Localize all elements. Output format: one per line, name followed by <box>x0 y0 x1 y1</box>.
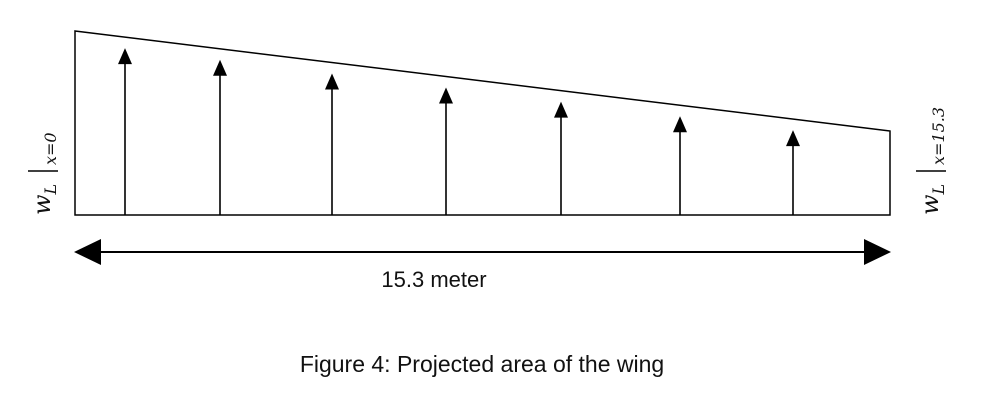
span-arrowhead-left <box>74 239 101 265</box>
figure-caption: Figure 4: Projected area of the wing <box>300 351 664 377</box>
load-arrowhead <box>213 59 227 76</box>
wing-projected-area-outline <box>74 30 891 216</box>
right-eval-label: x=15.3 <box>929 107 948 165</box>
load-arrowhead <box>439 87 453 104</box>
left-load-label: wL x=0 <box>28 132 60 215</box>
left-load-sub: L <box>41 184 60 196</box>
load-arrowhead <box>786 130 800 147</box>
svg-text:wL: wL <box>916 184 948 215</box>
load-arrowhead <box>673 116 687 133</box>
right-load-var: w <box>916 194 944 215</box>
span-arrowhead-right <box>864 239 891 265</box>
load-arrowhead <box>325 73 339 90</box>
left-eval-label: x=0 <box>41 132 60 165</box>
left-load-var: w <box>28 194 56 215</box>
load-arrowhead <box>554 101 568 118</box>
span-label: 15.3 meter <box>381 267 486 292</box>
load-arrowhead <box>118 48 132 65</box>
svg-text:wL: wL <box>28 184 60 215</box>
span-dimension-arrow <box>74 239 891 265</box>
right-load-sub: L <box>929 184 948 196</box>
load-arrows <box>118 48 800 215</box>
right-load-label: wL x=15.3 <box>916 107 948 215</box>
